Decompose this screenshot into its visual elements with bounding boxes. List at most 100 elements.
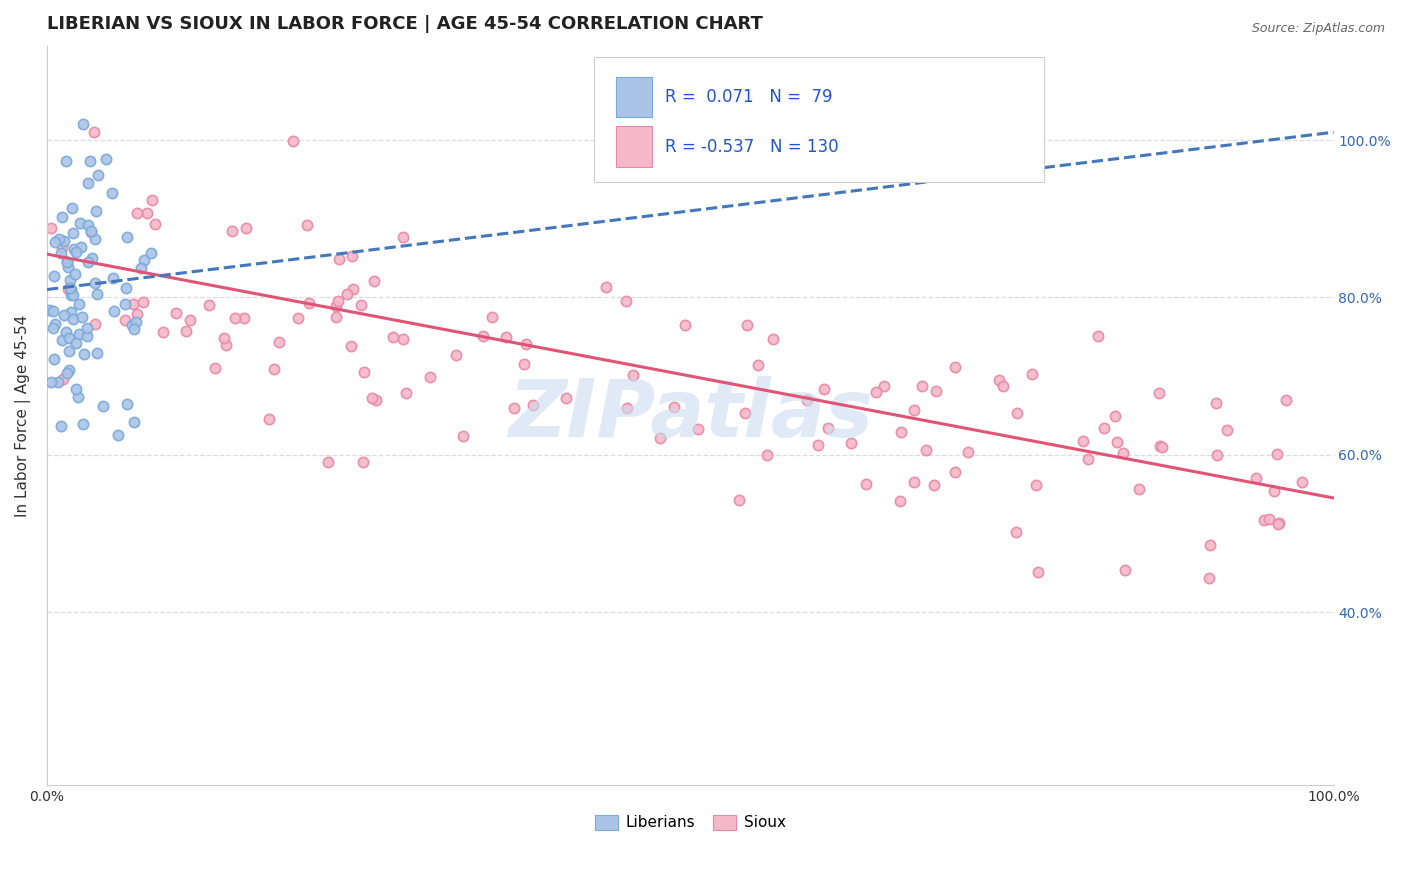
Point (911, 379, 934, 393)
Point (1263, 484, 1285, 499)
Point (82, 252, 104, 266)
Point (101, 186, 124, 200)
Point (686, 421, 709, 435)
Point (1071, 434, 1094, 448)
Point (650, 431, 672, 445)
Point (326, 293, 349, 308)
Point (53, 234, 76, 248)
Text: Source: ZipAtlas.com: Source: ZipAtlas.com (1251, 22, 1385, 36)
FancyBboxPatch shape (616, 127, 651, 167)
Point (42, 351, 65, 366)
Point (283, 134, 305, 148)
Point (1112, 446, 1135, 460)
Point (616, 401, 638, 415)
Point (114, 297, 136, 311)
Point (62, 311, 84, 326)
Point (755, 448, 778, 462)
Point (269, 335, 291, 350)
Point (353, 365, 375, 379)
Point (60, 201, 83, 215)
Point (1114, 563, 1136, 577)
Point (1244, 471, 1267, 485)
Point (72, 310, 94, 324)
Point (76, 321, 98, 335)
Point (224, 310, 246, 325)
Point (84, 317, 107, 331)
Point (807, 437, 830, 451)
Point (295, 218, 318, 232)
Point (342, 281, 364, 295)
Point (59, 281, 82, 295)
Point (1092, 420, 1115, 434)
Point (922, 477, 945, 491)
Point (67, 326, 90, 341)
Point (56, 282, 79, 296)
Point (49, 419, 72, 434)
Point (125, 315, 148, 329)
Point (76, 328, 98, 343)
Point (141, 194, 163, 208)
Point (1265, 447, 1288, 461)
Point (42, 321, 65, 335)
Point (143, 217, 166, 231)
Point (56, 260, 79, 274)
Point (554, 391, 576, 405)
Point (129, 261, 152, 276)
Point (943, 465, 966, 479)
Point (55, 254, 77, 268)
Point (117, 230, 139, 244)
Point (42, 303, 65, 318)
Point (221, 224, 243, 238)
Point (51, 246, 73, 260)
Point (44, 235, 66, 249)
Point (232, 311, 254, 326)
Point (84, 276, 107, 290)
Point (122, 296, 145, 310)
Text: R =  0.071   N =  79: R = 0.071 N = 79 (665, 88, 832, 106)
Point (987, 373, 1010, 387)
Point (342, 250, 364, 264)
Point (107, 428, 129, 442)
Point (91, 399, 114, 413)
Point (197, 298, 219, 312)
Point (51, 240, 73, 254)
Point (212, 331, 235, 345)
Point (903, 403, 925, 417)
Point (58, 344, 80, 359)
Point (66, 390, 89, 404)
Point (366, 392, 388, 407)
Point (55, 154, 77, 169)
Point (1268, 516, 1291, 531)
Point (673, 318, 696, 332)
Text: R = -0.537   N = 130: R = -0.537 N = 130 (665, 137, 838, 155)
Point (1253, 513, 1275, 527)
Point (103, 304, 125, 318)
Point (1150, 440, 1173, 454)
Point (79, 154, 101, 169)
Point (176, 324, 198, 338)
Point (495, 330, 517, 344)
Point (58, 363, 80, 377)
Point (614, 294, 637, 309)
Point (889, 494, 911, 508)
Point (38, 302, 60, 317)
Point (855, 477, 877, 491)
Point (298, 295, 321, 310)
Point (114, 313, 136, 327)
Point (62, 242, 84, 256)
Point (115, 281, 138, 295)
Point (1215, 423, 1237, 437)
Point (914, 443, 936, 458)
Point (122, 322, 145, 336)
Point (1205, 396, 1227, 410)
Point (1005, 406, 1028, 420)
Point (179, 313, 201, 327)
Point (873, 379, 896, 393)
Point (1199, 538, 1222, 552)
Point (865, 384, 887, 399)
Point (1104, 409, 1126, 424)
Point (419, 369, 441, 384)
Point (77, 176, 100, 190)
Point (62, 226, 84, 240)
Point (813, 382, 835, 396)
